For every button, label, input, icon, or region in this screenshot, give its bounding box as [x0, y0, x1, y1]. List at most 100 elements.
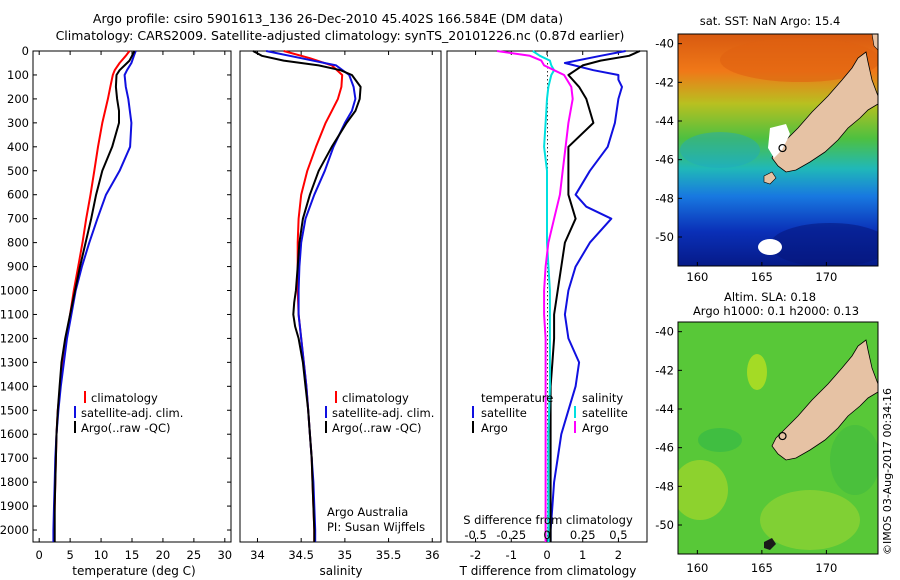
sst-land-stewart-island: [763, 171, 777, 185]
figure-title-line2: Climatology: CARS2009. Satellite-adjuste…: [56, 28, 625, 43]
legend-label-argo: Argo(..raw -QC): [332, 421, 422, 435]
sst-cloud-mask: [768, 124, 790, 158]
salinity-legend: climatology satellite-adj. clim. Argo(..…: [325, 391, 434, 435]
x-tick-label: 0: [36, 548, 43, 562]
depth-tick-label: 600: [7, 188, 29, 202]
sst-map-panel: sat. SST: NaN Argo: 15.4 160 165 170 -40 -4…: [655, 14, 879, 284]
credit-line2: PI: Susan Wijffels: [327, 520, 425, 534]
difference-lines: [496, 50, 641, 542]
difference-legend: temperature satellite Argo salinity sate…: [472, 391, 628, 435]
x-tick-label: 0: [543, 548, 550, 562]
lat-tick-label: -40: [655, 37, 674, 51]
sla-land-stewart-island: [764, 538, 776, 550]
salinity-lines: [252, 50, 362, 542]
s-difference-axis-label: S difference from climatology: [463, 513, 633, 527]
sla-high-3: [760, 490, 860, 550]
lon-tick-label: 165: [751, 270, 773, 284]
x-tick-label: 35.5: [376, 548, 402, 562]
sst-latitude-axis: -40 -42 -44 -46 -48 -50: [655, 37, 682, 244]
legend-label-satellite: satellite-adj. clim.: [332, 406, 434, 420]
depth-tick-label: 800: [7, 236, 29, 250]
sla-map-frame: [677, 321, 879, 555]
lon-tick-label: 170: [815, 270, 837, 284]
x-tick-label: 20: [156, 548, 171, 562]
lon-tick-label: 165: [751, 561, 773, 575]
x-tick-label: -2: [470, 548, 481, 562]
legend-label-s-argo: Argo: [582, 421, 609, 435]
x-tick-label: 10: [94, 548, 109, 562]
series-line-temperature-satellite: [549, 50, 626, 542]
sst-map-frame: [677, 33, 879, 267]
lat-tick-label: -42: [655, 75, 674, 89]
legend-label-s-satellite: satellite: [582, 406, 628, 420]
series-line-temperature-argo: [549, 50, 641, 542]
sst-map-title: sat. SST: NaN Argo: 15.4: [700, 14, 841, 28]
salinity-plot-frame: [239, 50, 442, 543]
sla-high-2: [678, 460, 728, 520]
x-tick-label: 1: [579, 548, 586, 562]
lat-tick-label: -50: [655, 230, 674, 244]
t-difference-axis-label: T difference from climatology: [459, 564, 637, 578]
lat-tick-label: -44: [655, 114, 674, 128]
depth-tick-label: 1400: [0, 379, 29, 393]
sst-cold-patch: [770, 223, 878, 266]
x-tick-label: 5: [66, 548, 73, 562]
salinity-axis-label: salinity: [319, 564, 362, 578]
depth-tick-label: 300: [7, 116, 29, 130]
series-line-argo-raw-qc: [53, 50, 136, 542]
temperature-plot-frame: [32, 50, 232, 543]
legend-title-salinity: salinity: [582, 391, 623, 405]
series-line-salinity-satellite: [532, 50, 556, 542]
depth-tick-label: 1800: [0, 475, 29, 489]
depth-tick-label: 1500: [0, 403, 29, 417]
lat-tick-label: -46: [655, 441, 674, 455]
x-tick-label: 34: [250, 548, 265, 562]
legend-title-temperature: temperature: [481, 391, 553, 405]
sla-map-subtitle: Argo h1000: 0.1 h2000: 0.13: [693, 304, 859, 318]
lat-tick-label: -46: [655, 153, 674, 167]
depth-tick-label: 100: [7, 68, 29, 82]
depth-tick-label: 2000: [0, 523, 29, 537]
x-tick-label: 25: [187, 548, 202, 562]
lon-tick-label: 160: [686, 561, 708, 575]
lat-tick-label: -48: [655, 479, 674, 493]
legend-label-t-satellite: satellite: [481, 406, 527, 420]
x-tick-label: 2: [615, 548, 622, 562]
sla-land-south-island: [771, 339, 878, 461]
figure-title-line1: Argo profile: csiro 5901613_136 26-Dec-2…: [93, 11, 563, 26]
depth-tick-label: 0: [22, 44, 29, 58]
s-diff-tick-label: 0.5: [609, 528, 627, 542]
lon-tick-label: 160: [686, 270, 708, 284]
s-diff-tick-label: -0.25: [496, 528, 526, 542]
temperature-lines: [52, 50, 137, 542]
sla-longitude-axis: 160 165 170: [686, 550, 837, 575]
series-line-argo-raw-qc: [252, 50, 362, 542]
s-diff-tick-label: -0.5: [464, 528, 486, 542]
difference-plot-frame: [446, 50, 648, 543]
legend-label-climatology: climatology: [342, 391, 409, 405]
lat-tick-label: -44: [655, 402, 674, 416]
sla-map-title: Altim. SLA: 0.18: [724, 290, 816, 304]
x-tick-label: 34.5: [288, 548, 314, 562]
sst-land-north-island: [871, 34, 878, 51]
sla-latitude-axis: -40 -42 -44 -46 -48 -50: [655, 325, 682, 532]
depth-tick-label: 200: [7, 92, 29, 106]
temperature-legend: climatology satellite-adj. clim. Argo(..…: [74, 391, 183, 435]
lat-tick-label: -40: [655, 325, 674, 339]
s-diff-tick-label: 0.25: [570, 528, 596, 542]
depth-tick-label: 1300: [0, 355, 29, 369]
depth-tick-label: 500: [7, 164, 29, 178]
temperature-axis: 0 5 10 15 20 25 30: [36, 51, 232, 562]
sst-cool-patch: [680, 132, 760, 168]
sla-low-2: [830, 425, 878, 495]
sst-warm-patch: [720, 38, 878, 82]
sst-land-south-island: [771, 51, 878, 173]
legend-label-t-argo: Argo: [481, 421, 508, 435]
depth-tick-label: 1200: [0, 331, 29, 345]
temperature-panel: 0100200300400500600700800900100011001200…: [0, 44, 647, 578]
credit-line1: Argo Australia: [327, 505, 408, 519]
x-tick-label: 35: [338, 548, 353, 562]
x-tick-label: 15: [125, 548, 140, 562]
legend-label-climatology: climatology: [91, 391, 158, 405]
